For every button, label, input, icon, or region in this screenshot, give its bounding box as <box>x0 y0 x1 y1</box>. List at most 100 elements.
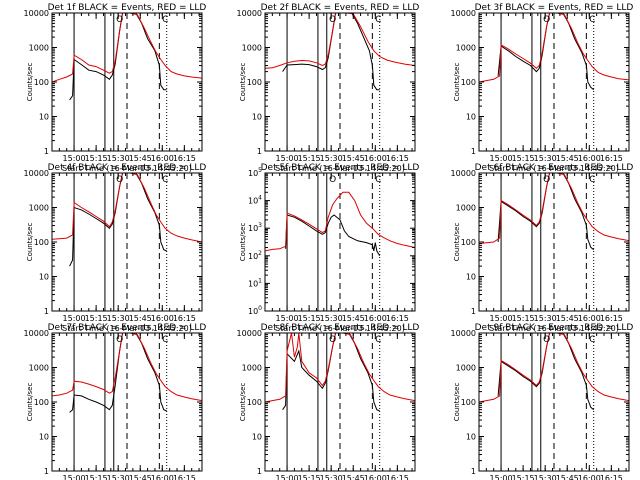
y-axis-label: Counts/sec <box>453 223 461 262</box>
y-tick-label: 1000 <box>242 44 262 53</box>
y-tick-label: 10000 <box>451 169 476 178</box>
x-tick-label: 15:00 <box>276 314 299 323</box>
x-tick-label: 15:15 <box>85 474 108 480</box>
y-tick-label: 1 <box>44 467 49 476</box>
y-axis-label: Counts/sec <box>26 383 34 422</box>
x-tick-label: 16:00 <box>578 474 601 480</box>
y-tick-label: 100 <box>247 398 262 407</box>
y-tick-label: 10 <box>466 273 476 282</box>
y-tick-base: 10 <box>248 307 258 316</box>
panel-title: Det 6f BLACK = Events, RED = LLD <box>475 163 634 173</box>
x-tick-label: 16:00 <box>578 154 601 163</box>
y-tick-label: 1000 <box>29 364 49 373</box>
series-line-lld <box>479 333 629 403</box>
panel-det-3: Det 3f BLACK = Events, RED = LLD O C 1 10 100… <box>451 3 634 173</box>
panel-det-8: Det 8f BLACK = Events, RED = LLD O C 1 10 100… <box>237 323 420 480</box>
y-tick-label: 10 <box>39 273 49 282</box>
series-line-lld <box>479 173 629 245</box>
series-line-events <box>285 214 381 257</box>
x-tick-label: 15:15 <box>85 314 108 323</box>
x-tick-label: 15:00 <box>63 154 86 163</box>
marker-letter: C <box>162 335 168 345</box>
marker-letter: C <box>375 15 381 25</box>
y-tick-base: 10 <box>248 197 258 206</box>
series-line-events <box>69 173 167 267</box>
x-tick-label: 16:00 <box>364 314 387 323</box>
x-tick-label: 15:45 <box>129 314 152 323</box>
y-tick-label: 101 <box>248 277 262 288</box>
x-tick-label: 15:30 <box>534 474 557 480</box>
y-tick-label: 1 <box>44 147 49 156</box>
panel-det-7: Det 7f BLACK = Events, RED = LLD O C 1 10 100… <box>24 323 207 480</box>
y-tick-label: 10000 <box>24 329 49 338</box>
y-axis-label: Counts/sec <box>239 383 247 422</box>
panel-title: Det 1f BLACK = Events, RED = LLD <box>48 3 207 13</box>
series-line-lld <box>52 173 202 243</box>
y-tick-label: 1 <box>471 467 476 476</box>
y-tick-label: 10 <box>252 113 262 122</box>
y-tick-label: 10 <box>466 113 476 122</box>
y-tick-label: 104 <box>248 195 262 206</box>
y-tick-label: 1000 <box>29 44 49 53</box>
panel-det-4: Det 4f BLACK = Events, RED = LLD O C 1 10 100… <box>24 163 207 333</box>
y-tick-label: 10 <box>466 433 476 442</box>
x-tick-label: 15:15 <box>298 154 321 163</box>
y-tick-label: 100 <box>248 305 262 316</box>
y-tick-label: 100 <box>461 398 476 407</box>
marker-letter: C <box>589 15 595 25</box>
y-tick-label: 1 <box>44 307 49 316</box>
y-tick-label: 10 <box>39 113 49 122</box>
y-tick-exp: 1 <box>258 277 262 284</box>
x-tick-label: 15:45 <box>342 154 365 163</box>
x-axis-label: Start Time (16-Mar-03 14:45:20) <box>275 164 405 173</box>
x-tick-label: 16:00 <box>364 474 387 480</box>
series-line-lld <box>479 13 629 83</box>
y-tick-label: 105 <box>248 167 262 178</box>
series-line-lld <box>52 333 202 402</box>
panel-det-2: Det 2f BLACK = Events, RED = LLD O C 1 10 100… <box>237 3 420 173</box>
marker-letter: C <box>375 335 381 345</box>
y-tick-label: 100 <box>461 78 476 87</box>
x-tick-label: 15:30 <box>107 154 130 163</box>
x-tick-label: 15:00 <box>490 154 513 163</box>
panel-title: Det 3f BLACK = Events, RED = LLD <box>475 3 634 13</box>
x-tick-label: 16:00 <box>151 154 174 163</box>
y-tick-label: 1 <box>257 467 262 476</box>
marker-letter: C <box>162 15 168 25</box>
x-axis-label: Start Time (16-Mar-03 14:45:20) <box>62 164 192 173</box>
y-tick-exp: 2 <box>258 250 262 257</box>
panel-title: Det 9f BLACK = Events, RED = LLD <box>475 323 634 333</box>
marker-letter: O <box>543 335 550 345</box>
x-tick-label: 15:45 <box>129 474 152 480</box>
x-tick-label: 16:00 <box>578 314 601 323</box>
y-tick-label: 10000 <box>24 169 49 178</box>
x-tick-label: 15:30 <box>107 474 130 480</box>
x-tick-label: 15:00 <box>490 314 513 323</box>
x-tick-label: 15:15 <box>85 154 108 163</box>
marker-letter: O <box>543 175 550 185</box>
x-tick-label: 15:30 <box>320 314 343 323</box>
marker-letter: O <box>329 335 336 345</box>
y-tick-label: 10000 <box>237 9 262 18</box>
y-tick-label: 10000 <box>24 9 49 18</box>
x-tick-label: 15:00 <box>276 154 299 163</box>
y-tick-label: 100 <box>34 398 49 407</box>
y-tick-label: 100 <box>34 238 49 247</box>
y-tick-label: 103 <box>248 222 262 233</box>
axes-box <box>264 172 416 312</box>
marker-letter: C <box>375 175 381 185</box>
x-tick-label: 15:30 <box>534 154 557 163</box>
x-tick-label: 15:30 <box>534 314 557 323</box>
x-axis-label: Start Time (16-Mar-03 14:45:20) <box>62 324 192 333</box>
y-tick-label: 1000 <box>456 364 476 373</box>
x-tick-label: 16:15 <box>173 474 196 480</box>
x-tick-label: 15:00 <box>490 474 513 480</box>
x-axis-label: Start Time (16-Mar-03 14:45:20) <box>489 324 619 333</box>
y-tick-label: 100 <box>34 78 49 87</box>
y-tick-label: 1000 <box>456 44 476 53</box>
y-tick-base: 10 <box>248 224 258 233</box>
x-tick-label: 15:45 <box>342 314 365 323</box>
y-tick-label: 1000 <box>29 204 49 213</box>
x-tick-label: 16:15 <box>386 314 409 323</box>
